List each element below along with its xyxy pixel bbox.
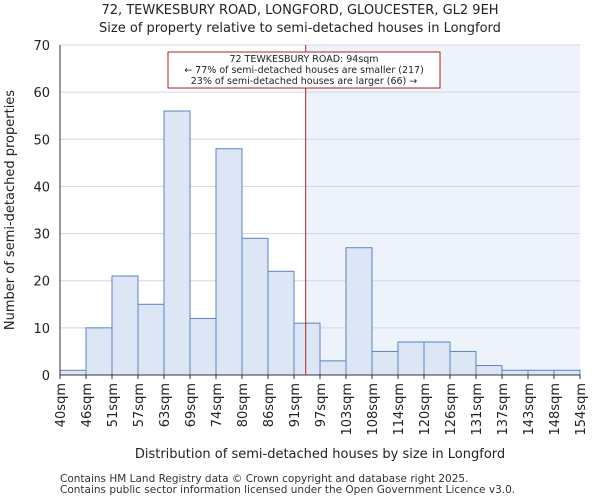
histogram-bar [501,369,529,376]
y-tick-label: 50 [33,133,50,148]
x-tick-label: 131sqm [470,383,485,436]
x-tick-label: 80sqm [236,383,251,427]
y-tick-label: 70 [33,39,50,54]
x-tick-label: 51sqm [106,383,121,427]
x-tick-label: 74sqm [210,383,225,427]
y-tick-label: 10 [33,322,50,337]
histogram-bar [215,148,243,376]
histogram-bar [137,303,165,376]
x-tick-label: 97sqm [314,383,329,427]
histogram-bar [423,341,451,376]
y-tick-label: 30 [33,228,50,243]
histogram-bar [293,322,321,376]
histogram-bar [319,360,347,376]
histogram-bar [371,350,399,376]
y-tick-label: 60 [33,86,50,101]
footer-licence: Contains public sector information licen… [60,484,516,496]
y-tick-label: 0 [42,369,50,384]
histogram-bar [85,327,113,376]
x-tick-label: 114sqm [392,383,407,436]
x-tick-label: 63sqm [158,383,173,427]
x-tick-label: 148sqm [548,383,563,436]
x-tick-label: 143sqm [522,383,537,436]
x-tick-label: 40sqm [54,383,69,427]
x-tick-label: 86sqm [262,383,277,427]
chart-title: 72, TEWKESBURY ROAD, LONGFORD, GLOUCESTE… [101,3,499,18]
histogram-bar [111,275,139,376]
histogram-bar [345,247,373,376]
x-tick-label: 69sqm [184,383,199,427]
histogram-bar [527,369,555,376]
annotation-line: ← 77% of semi-detached houses are smalle… [184,65,424,76]
histogram-bar [553,369,581,376]
histogram-bar [449,350,477,376]
annotation-box [167,51,441,89]
histogram-bar [267,270,295,376]
x-tick-label: 46sqm [80,383,95,427]
y-tick-label: 20 [33,275,50,290]
x-tick-label: 108sqm [366,383,381,436]
x-tick-label: 120sqm [418,383,433,436]
x-tick-label: 154sqm [574,383,589,436]
histogram-bar [475,365,503,376]
chart-subtitle: Size of property relative to semi-detach… [99,21,501,36]
x-tick-label: 57sqm [132,383,147,427]
histogram-bar [241,237,269,376]
x-tick-label: 126sqm [444,383,459,436]
histogram-bar [397,341,425,376]
x-tick-label: 103sqm [340,383,355,436]
y-tick-label: 40 [33,180,50,195]
y-axis-title: Number of semi-detached properties [3,90,18,330]
x-tick-label: 91sqm [288,383,303,427]
histogram-bar [189,317,217,376]
histogram-bar [59,369,87,376]
annotation-line: 23% of semi-detached houses are larger (… [191,76,418,87]
x-tick-label: 137sqm [496,383,511,436]
annotation-line: 72 TEWKESBURY ROAD: 94sqm [229,54,378,65]
histogram-bar [163,110,191,376]
footer-copyright: Contains HM Land Registry data © Crown c… [60,473,469,485]
x-axis-title: Distribution of semi-detached houses by … [135,447,505,462]
